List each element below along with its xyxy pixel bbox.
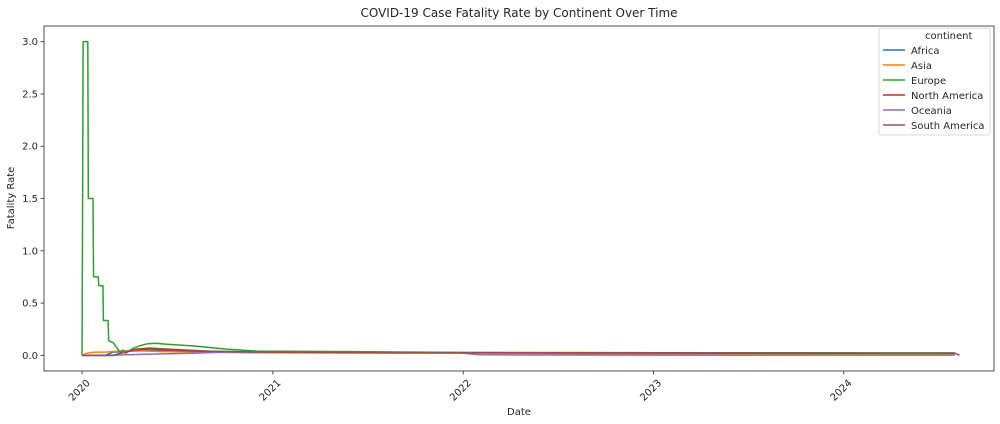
x-tick-label: 2023: [638, 378, 664, 404]
y-tick-label: 0.0: [22, 351, 38, 362]
y-tick-label: 2.0: [22, 142, 38, 153]
y-tick-label: 1.0: [22, 246, 38, 257]
y-tick-label: 3.0: [22, 37, 38, 48]
y-axis-label: Fatality Rate: [6, 167, 17, 230]
legend-items: Africa Asia Europe North America Oceania Sout…: [883, 46, 985, 132]
series-line-asia: [81, 349, 955, 357]
series-layer: [81, 40, 960, 357]
legend-label-oceania: Oceania: [911, 106, 952, 117]
series-line-south-america: [82, 347, 960, 357]
legend-box: [878, 27, 991, 136]
plot-area: [43, 25, 995, 372]
chart-title: COVID-19 Case Fatality Rate by Continent…: [360, 6, 677, 20]
x-axis: 2020 2021 2022 2023 2024: [67, 371, 855, 404]
y-tick-label: 0.5: [22, 299, 38, 310]
y-tick-label: 1.5: [22, 194, 38, 205]
y-tick-label: 2.5: [22, 89, 38, 100]
x-tick-label: 2020: [67, 378, 93, 404]
x-tick-label: 2024: [829, 378, 855, 404]
series-line-europe: [81, 40, 955, 356]
legend: continent Africa Asia Europe North America O…: [878, 27, 991, 136]
legend-label-north-america: North America: [911, 91, 983, 102]
plot-frame: [43, 25, 995, 372]
legend-label-asia: Asia: [911, 61, 932, 72]
x-axis-label: Date: [507, 407, 531, 418]
legend-label-south-america: South America: [911, 121, 985, 132]
legend-title: continent: [925, 31, 972, 42]
legend-label-europe: Europe: [911, 76, 946, 87]
x-tick-label: 2022: [448, 378, 474, 404]
y-axis: 0.0 0.5 1.0 1.5 2.0 2.5 3.0: [22, 37, 44, 362]
x-tick-label: 2021: [258, 378, 284, 404]
legend-label-africa: Africa: [911, 46, 940, 57]
